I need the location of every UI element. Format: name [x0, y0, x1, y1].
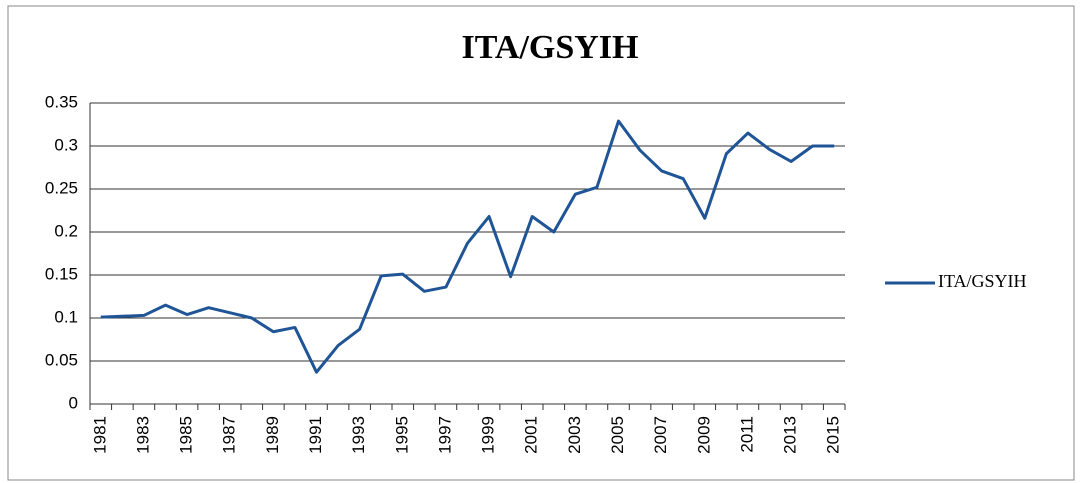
x-tick-label: 2007	[651, 416, 670, 454]
x-tick-label: 1987	[220, 416, 239, 454]
x-tick-label: 2009	[694, 416, 713, 454]
y-tick-label: 0.05	[45, 350, 78, 369]
x-tick-label: 1989	[263, 416, 282, 454]
y-tick-label: 0.25	[45, 178, 78, 197]
x-tick-label: 1997	[435, 416, 454, 454]
legend-label: ITA/GSYIH	[938, 271, 1027, 291]
y-tick-label: 0.3	[54, 135, 78, 154]
x-tick-label: 1995	[392, 416, 411, 454]
x-tick-label: 1985	[177, 416, 196, 454]
x-tick-label: 2005	[608, 416, 627, 454]
x-tick-label: 1981	[90, 416, 109, 454]
x-tick-label: 1983	[133, 416, 152, 454]
x-tick-label: 2015	[824, 416, 843, 454]
x-tick-label: 2003	[565, 416, 584, 454]
x-tick-label: 2011	[737, 416, 756, 453]
y-tick-label: 0.15	[45, 264, 78, 283]
y-tick-label: 0.2	[54, 221, 78, 240]
x-tick-label: 1993	[349, 416, 368, 454]
x-tick-label: 2001	[522, 416, 541, 454]
y-tick-label: 0	[69, 393, 78, 412]
chart-frame	[7, 5, 1075, 481]
x-tick-label: 1991	[306, 416, 325, 454]
x-tick-label: 2013	[781, 416, 800, 454]
chart-title: ITA/GSYIH	[462, 29, 639, 66]
x-tick-label: 1999	[479, 416, 498, 454]
data-line	[100, 119, 835, 374]
y-tick-label: 0.35	[45, 92, 78, 111]
y-tick-label: 0.1	[54, 307, 78, 326]
